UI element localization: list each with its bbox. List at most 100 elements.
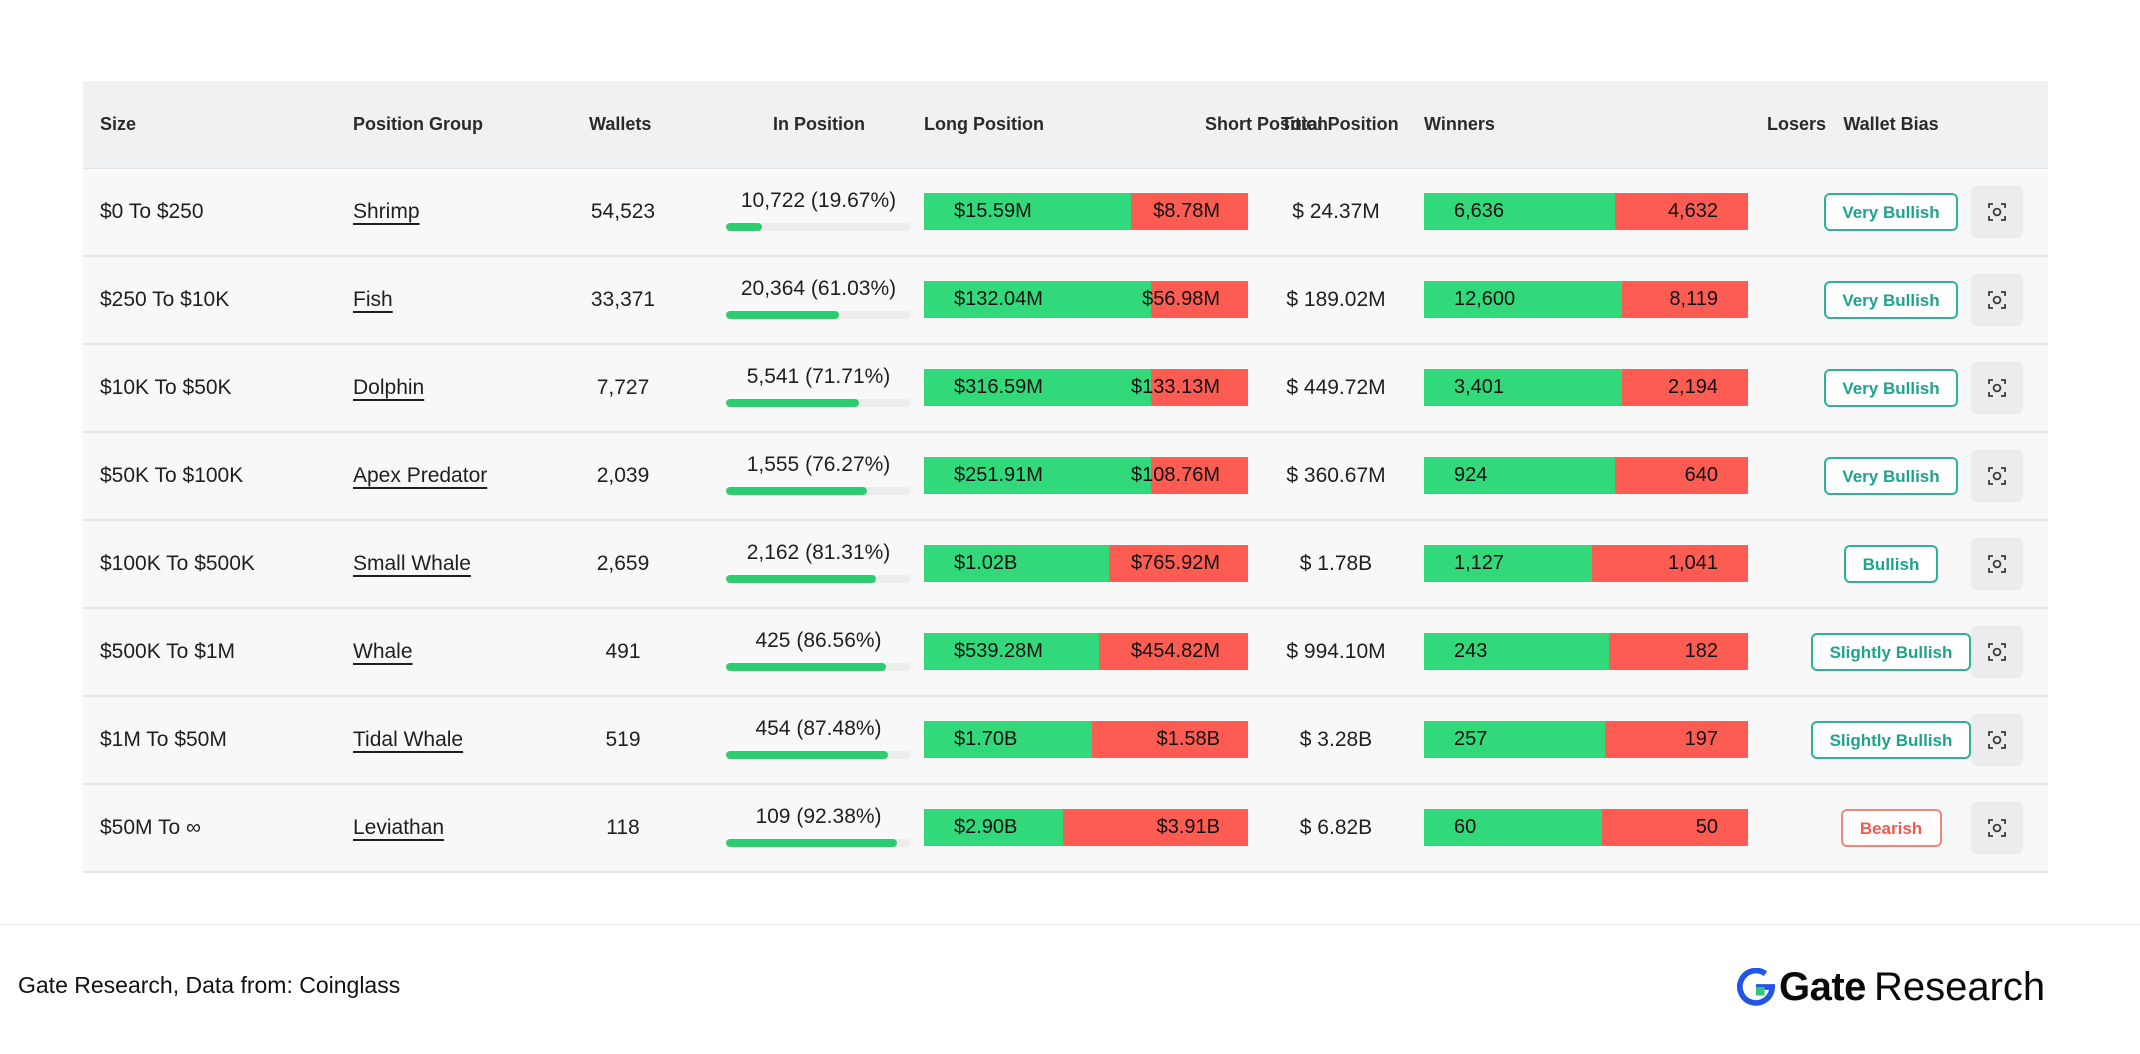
table-body: $0 To $250 Shrimp 54,523 10,722 (19.67%)… xyxy=(83,169,2048,873)
winners-value: 243 xyxy=(1454,640,1488,662)
table-row[interactable]: $100K To $500K Small Whale 2,659 2,162 (… xyxy=(83,521,2048,609)
row-action-button[interactable] xyxy=(1971,626,2023,678)
table-row[interactable]: $10K To $50K Dolphin 7,727 5,541 (71.71%… xyxy=(83,345,2048,433)
in-position-progress xyxy=(726,839,911,847)
col-size[interactable]: Size xyxy=(100,114,137,134)
long-short-bar: $2.90B $3.91B xyxy=(924,809,1248,846)
long-segment xyxy=(924,809,1063,846)
in-position-value: 425 (86.56%) xyxy=(755,629,882,652)
winners-losers-bar: 1,127 1,041 xyxy=(1424,545,1748,582)
source-note: Gate Research, Data from: Coinglass xyxy=(18,972,401,998)
losers-segment xyxy=(1609,633,1748,670)
col-total-position[interactable]: Total Position xyxy=(1281,114,1399,134)
row-action-button[interactable] xyxy=(1971,802,2023,854)
losers-value: 182 xyxy=(1684,640,1718,662)
col-long-position[interactable]: Long Position xyxy=(924,114,1044,134)
in-position-progress-fill xyxy=(726,575,877,583)
long-segment xyxy=(924,369,1151,406)
scan-icon xyxy=(1988,819,2006,837)
in-position-progress xyxy=(726,663,911,671)
winners-segment xyxy=(1424,633,1609,670)
in-position-progress-fill xyxy=(726,751,888,759)
position-group-link[interactable]: Small Whale xyxy=(353,552,471,575)
in-position-value: 1,555 (76.27%) xyxy=(746,453,891,476)
wallets-cell: 54,523 xyxy=(590,200,656,223)
position-group-link[interactable]: Apex Predator xyxy=(353,464,488,487)
in-position-progress-fill xyxy=(726,839,897,847)
short-position-value: $454.82M xyxy=(1131,640,1220,662)
row-action-button[interactable] xyxy=(1971,538,2023,590)
short-segment xyxy=(1151,281,1248,318)
size-cell: $100K To $500K xyxy=(100,552,255,575)
long-segment xyxy=(924,721,1092,758)
winners-value: 924 xyxy=(1454,464,1488,486)
winners-value: 257 xyxy=(1454,728,1488,750)
position-group-link[interactable]: Dolphin xyxy=(353,376,425,399)
wallet-bias-badge: Bullish xyxy=(1844,545,1938,583)
row-action-button[interactable] xyxy=(1971,450,2023,502)
wallet-bias-badge: Very Bullish xyxy=(1824,281,1958,319)
wallets-cell: 33,371 xyxy=(590,288,656,311)
size-cell: $250 To $10K xyxy=(100,288,230,311)
col-position-group[interactable]: Position Group xyxy=(353,114,483,134)
position-group-link[interactable]: Fish xyxy=(353,288,393,311)
wallets-cell: 519 xyxy=(605,728,641,751)
winners-losers-bar: 257 197 xyxy=(1424,721,1748,758)
in-position-value: 20,364 (61.03%) xyxy=(740,277,897,300)
in-position-progress-fill xyxy=(726,487,868,495)
table-row[interactable]: $500K To $1M Whale 491 425 (86.56%) $539… xyxy=(83,609,2048,697)
col-winners[interactable]: Winners xyxy=(1424,114,1495,134)
position-group-link[interactable]: Tidal Whale xyxy=(353,728,464,751)
total-position-cell: $ 189.02M xyxy=(1286,288,1386,311)
losers-segment xyxy=(1602,809,1748,846)
scan-icon xyxy=(1988,203,2006,221)
table-row[interactable]: $250 To $10K Fish 33,371 20,364 (61.03%)… xyxy=(83,257,2048,345)
position-group-link[interactable]: Shrimp xyxy=(353,200,420,223)
table-row[interactable]: $0 To $250 Shrimp 54,523 10,722 (19.67%)… xyxy=(83,169,2048,257)
scan-icon xyxy=(1988,467,2006,485)
col-wallet-bias[interactable]: Wallet Bias xyxy=(1843,114,1939,134)
in-position-value: 5,541 (71.71%) xyxy=(746,365,891,388)
short-segment xyxy=(1109,545,1248,582)
size-cell: $50M To ∞ xyxy=(100,816,201,839)
col-wallets[interactable]: Wallets xyxy=(589,114,652,134)
long-short-bar: $1.02B $765.92M xyxy=(924,545,1248,582)
row-action-button[interactable] xyxy=(1971,362,2023,414)
losers-value: 640 xyxy=(1684,464,1718,486)
short-segment xyxy=(1151,369,1248,406)
table-row[interactable]: $50K To $100K Apex Predator 2,039 1,555 … xyxy=(83,433,2048,521)
short-segment xyxy=(1063,809,1248,846)
winners-segment xyxy=(1424,721,1605,758)
in-position-progress xyxy=(726,575,911,583)
winners-value: 3,401 xyxy=(1454,376,1505,398)
winners-losers-bar: 243 182 xyxy=(1424,633,1748,670)
total-position-cell: $ 360.67M xyxy=(1286,464,1386,487)
brand-name: Gate xyxy=(1779,964,1866,1009)
table-row[interactable]: $50M To ∞ Leviathan 118 109 (92.38%) $2.… xyxy=(83,785,2048,873)
position-group-link[interactable]: Whale xyxy=(353,640,413,663)
short-position-value: $108.76M xyxy=(1131,464,1220,486)
losers-value: 1,041 xyxy=(1667,552,1718,574)
col-short-position[interactable]: Short Position xyxy=(1205,114,1328,134)
long-short-bar: $316.59M $133.13M xyxy=(924,369,1248,406)
in-position-progress xyxy=(726,751,911,759)
winners-losers-bar: 12,600 8,119 xyxy=(1424,281,1748,318)
long-segment xyxy=(924,193,1131,230)
row-action-button[interactable] xyxy=(1971,274,2023,326)
winners-segment xyxy=(1424,193,1615,230)
short-segment xyxy=(1131,193,1248,230)
winners-value: 6,636 xyxy=(1454,200,1505,222)
long-short-bar: $251.91M $108.76M xyxy=(924,457,1248,494)
col-losers[interactable]: Losers xyxy=(1766,114,1826,134)
winners-value: 1,127 xyxy=(1454,552,1505,574)
scan-icon xyxy=(1988,291,2006,309)
row-action-button[interactable] xyxy=(1971,186,2023,238)
wallets-cell: 2,039 xyxy=(596,464,650,487)
winners-losers-bar: 3,401 2,194 xyxy=(1424,369,1748,406)
row-action-button[interactable] xyxy=(1971,714,2023,766)
table-row[interactable]: $1M To $50M Tidal Whale 519 454 (87.48%)… xyxy=(83,697,2048,785)
col-in-position[interactable]: In Position xyxy=(773,114,865,134)
position-group-link[interactable]: Leviathan xyxy=(353,816,445,839)
total-position-cell: $ 24.37M xyxy=(1292,200,1380,223)
losers-value: 2,194 xyxy=(1667,376,1718,398)
